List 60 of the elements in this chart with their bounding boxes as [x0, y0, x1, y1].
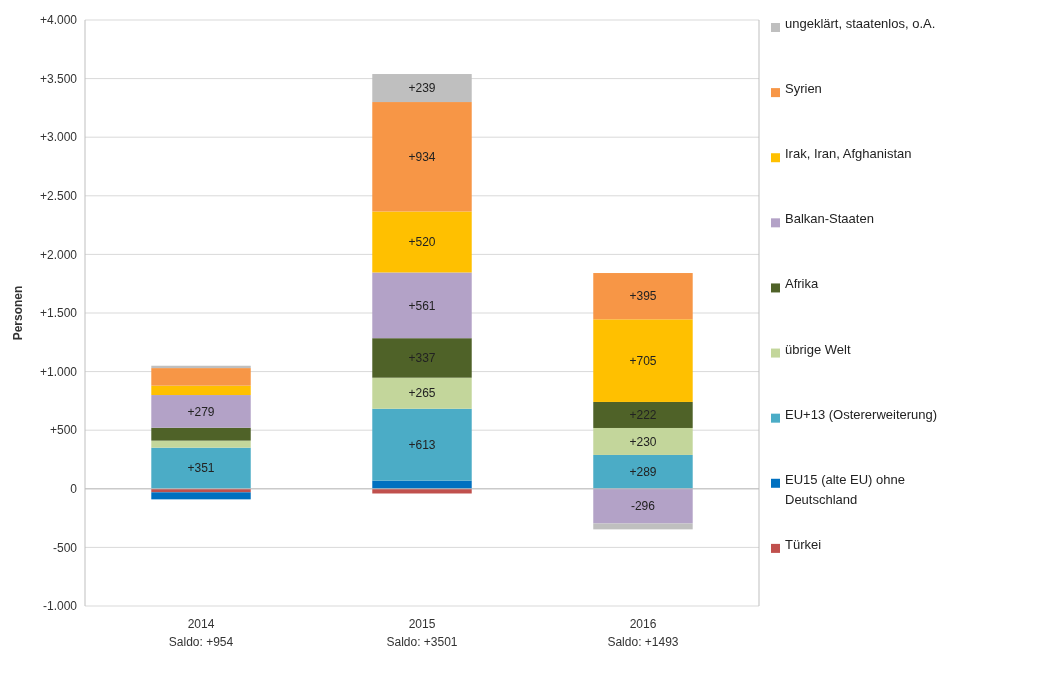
bar — [151, 427, 251, 441]
y-axis-title: Personen — [11, 285, 25, 341]
legend-label: ungeklärt, staatenlos, o.A. — [785, 16, 936, 31]
y-tick-label: +4.000 — [39, 13, 78, 28]
legend-label: Syrien — [785, 81, 822, 97]
data-label: +279 — [187, 404, 215, 419]
x-tick-label: 2015 Saldo: +3501 — [386, 617, 458, 649]
legend-label: EU+13 (Ostererweiterung) — [785, 406, 938, 422]
data-label: +230 — [629, 434, 657, 449]
bar — [372, 338, 472, 378]
data-label: +351 — [187, 461, 215, 476]
legend-label: übrige Welt — [785, 341, 851, 357]
y-tick-label: +2.500 — [39, 189, 78, 203]
bar — [151, 368, 251, 386]
legend-label: Balkan-Staaten — [785, 211, 874, 227]
data-label: +265 — [408, 386, 436, 401]
bar — [372, 272, 472, 339]
y-tick-label: +3.000 — [39, 130, 78, 145]
bar — [372, 377, 472, 409]
bar — [151, 447, 251, 489]
bar — [372, 211, 472, 273]
x-tick-label: 2014 Saldo: +954 — [168, 617, 234, 649]
y-tick-label: +1.000 — [39, 364, 78, 379]
y-tick-label: +3.500 — [39, 71, 78, 86]
data-label: -296 — [630, 499, 656, 514]
y-tick-label: -500 — [52, 540, 78, 555]
legend-label: EU15 (alte EU) ohne Deutschland — [785, 471, 905, 507]
bar — [593, 319, 693, 402]
data-label: +289 — [629, 465, 657, 480]
legend-label: Afrika — [785, 276, 819, 292]
y-tick-label: +1.500 — [39, 306, 78, 321]
y-tick-label: -1.000 — [42, 599, 78, 614]
y-tick-label: +500 — [49, 423, 78, 438]
bar — [593, 273, 693, 320]
bar — [593, 401, 693, 428]
bar — [593, 454, 693, 489]
bar — [372, 102, 472, 212]
legend-label: Türkei — [785, 536, 822, 552]
data-label: +222 — [629, 408, 657, 423]
bar — [151, 440, 251, 448]
bar — [151, 395, 251, 428]
data-label: +561 — [408, 298, 436, 313]
legend-label: Irak, Iran, Afghanistan — [785, 146, 912, 162]
data-label: +337 — [408, 351, 436, 366]
data-label: +934 — [408, 149, 436, 164]
data-label: +705 — [629, 353, 657, 368]
data-label: +613 — [408, 437, 436, 452]
y-tick-label: +2.000 — [39, 247, 78, 262]
bar — [593, 488, 693, 524]
bar — [372, 74, 472, 103]
bar — [151, 492, 251, 500]
bar — [593, 427, 693, 455]
y-tick-label: 0 — [70, 482, 78, 496]
data-label: +239 — [408, 81, 436, 96]
x-tick-label: 2016 Saldo: +1493 — [607, 617, 679, 649]
data-label: +395 — [629, 289, 657, 304]
data-label: +520 — [408, 235, 436, 250]
bar — [593, 523, 693, 530]
bar — [151, 385, 251, 396]
bar — [372, 408, 472, 481]
